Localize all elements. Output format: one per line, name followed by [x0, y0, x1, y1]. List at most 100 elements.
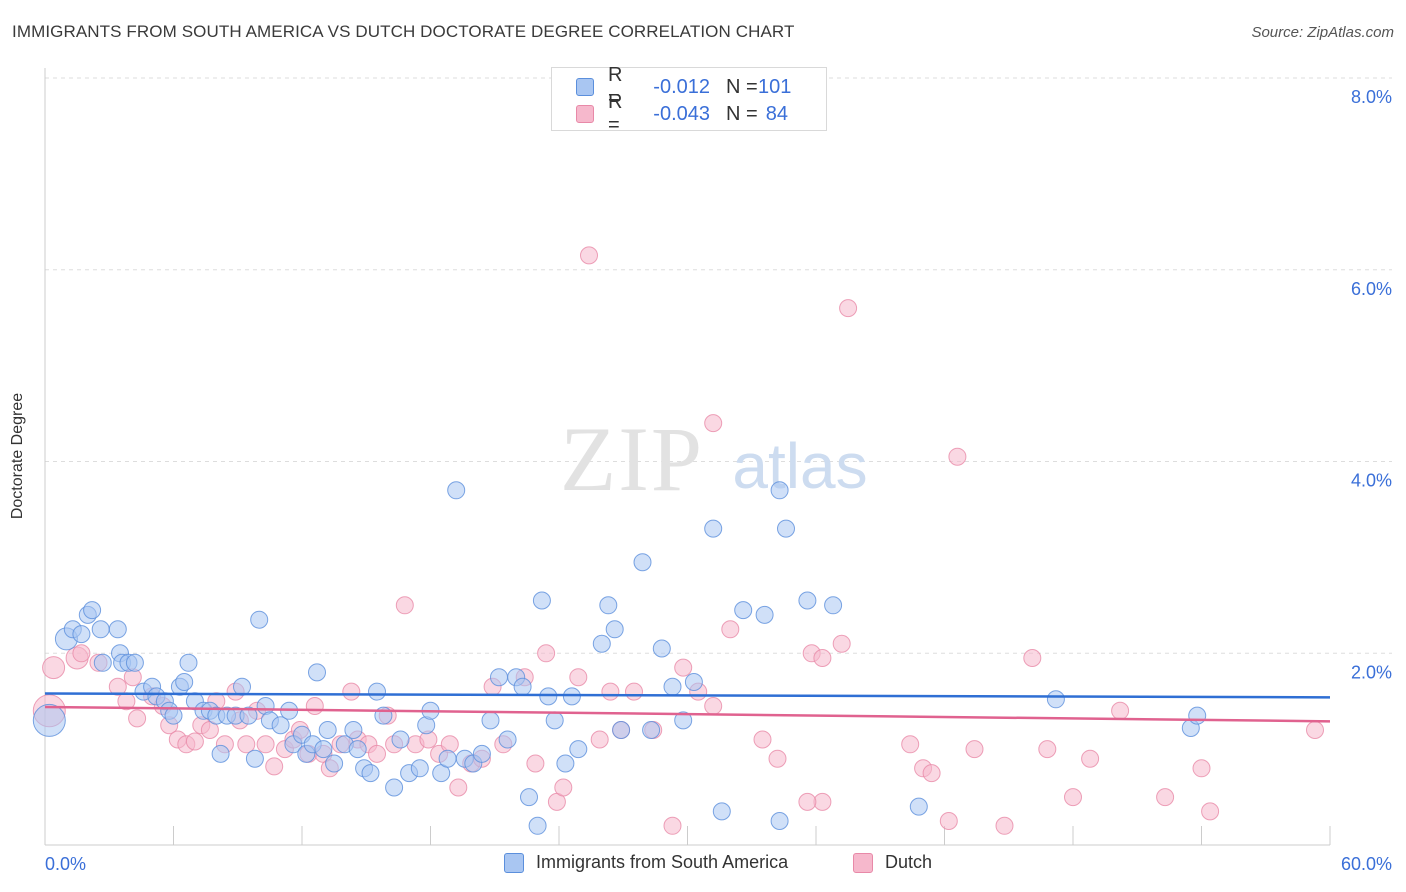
dutch-point — [305, 697, 324, 715]
dutch-point — [965, 740, 984, 759]
immigrant-point — [777, 519, 795, 538]
legend-r-value: -0.012 — [653, 75, 710, 98]
dutch-point — [939, 812, 958, 830]
legend-r-value: -0.043 — [653, 102, 710, 125]
dutch-point — [108, 677, 127, 696]
legend-n-value: 101 — [758, 75, 792, 98]
y-tick-label: 8.0% — [1351, 87, 1392, 107]
dutch-point — [798, 792, 817, 811]
dutch-point — [753, 730, 772, 749]
immigrant-point — [642, 721, 661, 739]
immigrant-point — [605, 620, 624, 639]
immigrant-point — [556, 754, 575, 773]
legend-row-immigrants: R = -0.012 N = 101 — [576, 64, 792, 109]
dutch-point — [42, 656, 66, 680]
dutch-point — [1201, 802, 1220, 821]
dutch-point — [813, 649, 832, 667]
immigrant-point — [539, 687, 558, 706]
immigrant-point — [125, 653, 144, 672]
watermark: ZIP atlas — [560, 408, 868, 510]
bottom-legend-swatch-pink — [853, 852, 873, 873]
immigrant-point — [211, 744, 230, 763]
dutch-point — [590, 730, 609, 749]
immigrant-point — [663, 677, 682, 696]
dutch-point — [601, 682, 620, 701]
dutch-point — [704, 697, 723, 715]
immigrant-point — [314, 740, 333, 759]
dutch-point — [1081, 749, 1100, 768]
immigrant-point — [325, 754, 344, 773]
dutch-point — [704, 414, 723, 433]
immigrant-point — [513, 677, 532, 696]
dutch-point — [580, 246, 598, 265]
bottom-legend-immigrants[interactable]: Immigrants from South America — [504, 852, 788, 873]
dutch-point — [395, 596, 414, 615]
y-tick-label: 4.0% — [1351, 471, 1392, 491]
immigrant-point — [472, 744, 491, 763]
immigrant-point — [447, 481, 466, 500]
immigrant-point — [734, 601, 753, 620]
immigrant-point — [520, 788, 538, 807]
bottom-legend-label-immigrants: Immigrants from South America — [536, 852, 789, 872]
dutch-point — [256, 735, 275, 754]
chart-title: IMMIGRANTS FROM SOUTH AMERICA VS DUTCH D… — [12, 22, 795, 41]
trend-line-immigrants — [44, 692, 1331, 699]
immigrant-point — [344, 721, 363, 739]
immigrant-point — [909, 797, 928, 816]
legend-n-value: 84 — [765, 102, 788, 125]
immigrant-point — [91, 620, 110, 639]
trend-line-dutch — [44, 705, 1331, 723]
legend-n-label: N = — [726, 102, 758, 125]
immigrant-point — [712, 802, 731, 821]
dutch-point — [569, 668, 588, 687]
legend-r-label: R = — [608, 91, 623, 136]
immigrants-points — [32, 481, 1207, 835]
immigrant-point — [318, 721, 337, 739]
dutch-point — [663, 816, 682, 835]
immigrant-point — [481, 711, 500, 730]
immigrant-point — [179, 653, 198, 672]
immigrant-point — [770, 481, 789, 500]
immigrant-point — [108, 620, 127, 639]
immigrant-point — [612, 721, 631, 739]
bottom-legend-dutch[interactable]: Dutch — [853, 852, 932, 873]
dutch-point — [342, 682, 361, 701]
dutch-points — [32, 246, 1324, 835]
x-tick-label: 0.0% — [45, 854, 86, 874]
dutch-point — [901, 735, 920, 754]
dutch-point — [768, 749, 787, 768]
immigrant-point — [175, 673, 194, 691]
bottom-legend-label-dutch: Dutch — [885, 852, 933, 872]
legend-swatch-blue — [576, 78, 594, 96]
dutch-point — [1192, 759, 1211, 778]
dutch-point — [948, 447, 967, 466]
watermark-atlas: atlas — [732, 430, 867, 502]
dutch-point — [72, 644, 91, 663]
dutch-point — [449, 778, 468, 797]
legend-row-dutch: R = -0.043 N = 84 — [576, 91, 788, 136]
dutch-point — [537, 644, 556, 663]
immigrant-point — [32, 703, 66, 737]
grid-lines — [45, 77, 1392, 654]
immigrant-point — [770, 812, 789, 830]
immigrant-point — [245, 749, 264, 768]
dutch-point — [995, 816, 1014, 835]
immigrant-point — [498, 730, 517, 749]
legend-swatch-pink — [576, 105, 594, 123]
dutch-point — [1023, 649, 1042, 667]
immigrant-point — [308, 663, 326, 682]
dutch-point — [1111, 701, 1130, 720]
trend-lines — [44, 692, 1331, 723]
x-tick-label: 60.0% — [1341, 854, 1392, 874]
immigrant-point — [391, 730, 410, 749]
dutch-point — [554, 778, 573, 797]
immigrant-point — [250, 610, 269, 629]
dutch-point — [526, 754, 545, 773]
immigrant-point — [1046, 690, 1065, 709]
immigrant-point — [1188, 706, 1207, 725]
dutch-point — [265, 757, 284, 776]
immigrant-point — [72, 625, 91, 644]
immigrant-point — [562, 687, 581, 706]
dutch-point — [1064, 788, 1082, 807]
